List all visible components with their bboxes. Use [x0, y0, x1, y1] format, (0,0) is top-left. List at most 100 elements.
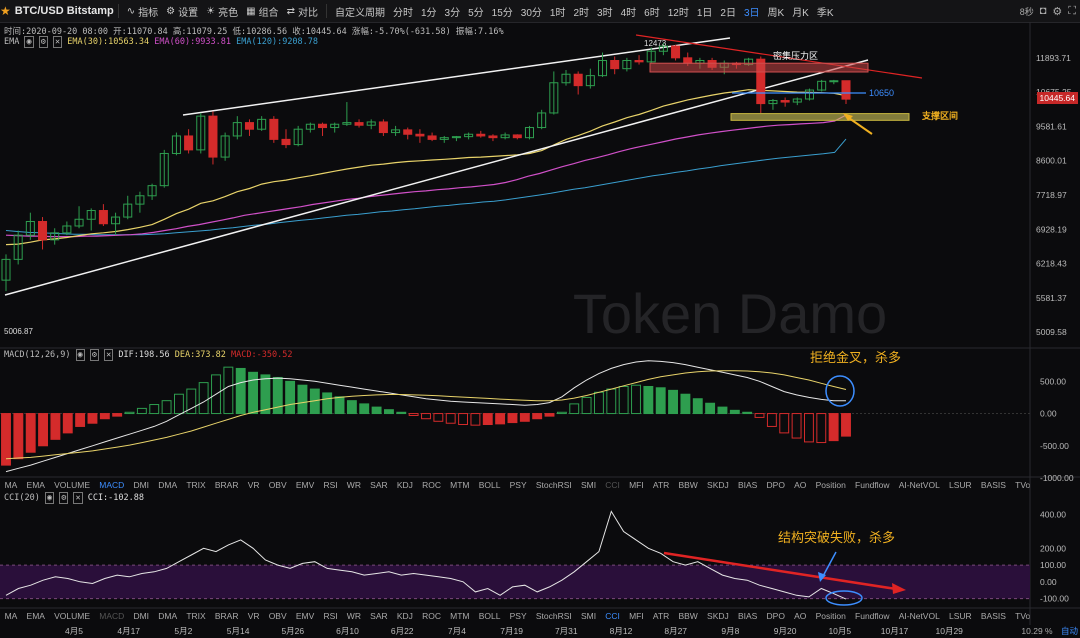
- indicator-tab-SKDJ[interactable]: SKDJ: [707, 480, 729, 490]
- fullscreen-icon[interactable]: ⛶: [1068, 4, 1076, 17]
- close-icon[interactable]: ✕: [73, 492, 83, 504]
- indicator-tab-MACD[interactable]: MACD: [99, 480, 125, 490]
- indicator-tab-MA[interactable]: MA: [4, 480, 18, 490]
- indicator-tab-StochRSI[interactable]: StochRSI: [535, 611, 572, 621]
- indicator-tab-MFI[interactable]: MFI: [629, 611, 644, 621]
- indicator-tab-BRAR[interactable]: BRAR: [214, 611, 239, 621]
- custom-period-button[interactable]: 自定义周期: [334, 7, 385, 19]
- indicator-tab-TVolume[interactable]: TVolume: [1015, 611, 1030, 621]
- indicator-tab-KDJ[interactable]: KDJ: [396, 480, 413, 490]
- indicator-tab-SMI[interactable]: SMI: [580, 611, 597, 621]
- indicator-tab-ROC[interactable]: ROC: [422, 480, 441, 490]
- tool-0[interactable]: ∿ 指标: [123, 4, 162, 19]
- period-5分[interactable]: 5分: [468, 7, 484, 19]
- indicator-tab-EMA[interactable]: EMA: [26, 611, 45, 621]
- indicator-tab-VR[interactable]: VR: [247, 480, 260, 490]
- period-3时[interactable]: 3时: [597, 7, 613, 19]
- period-1时[interactable]: 1时: [549, 7, 566, 19]
- indicator-tab-LSUR[interactable]: LSUR: [949, 480, 972, 490]
- period-4时[interactable]: 4时: [620, 7, 637, 19]
- period-分时[interactable]: 分时: [392, 7, 413, 19]
- indicator-tab-SMI[interactable]: SMI: [580, 480, 597, 490]
- indicator-tab-DPO[interactable]: DPO: [766, 480, 785, 490]
- indicator-tab-BASIS[interactable]: BASIS: [980, 480, 1006, 490]
- symbol-title[interactable]: BTC/USD Bitstamp: [14, 5, 114, 17]
- indicator-tab-WR[interactable]: WR: [346, 480, 361, 490]
- period-3分[interactable]: 3分: [444, 7, 461, 19]
- indicator-tab-Fundflow[interactable]: Fundflow: [855, 611, 890, 621]
- indicator-tab-AO[interactable]: AO: [794, 611, 807, 621]
- period-30分[interactable]: 30分: [520, 7, 542, 19]
- period-12时[interactable]: 12时: [667, 7, 689, 19]
- indicator-tab-DPO[interactable]: DPO: [766, 611, 785, 621]
- period-3日[interactable]: 3日: [743, 7, 760, 19]
- indicator-tab-MTM[interactable]: MTM: [450, 480, 470, 490]
- indicator-tab-StochRSI[interactable]: StochRSI: [535, 480, 572, 490]
- indicator-tab-DMI[interactable]: DMI: [133, 480, 150, 490]
- close-icon[interactable]: ✕: [104, 349, 114, 361]
- indicator-tab-RSI[interactable]: RSI: [323, 480, 338, 490]
- indicator-tab-MFI[interactable]: MFI: [629, 480, 644, 490]
- indicator-tab-Position[interactable]: Position: [815, 611, 846, 621]
- indicator-tab-EMV[interactable]: EMV: [295, 611, 315, 621]
- period-月K[interactable]: 月K: [792, 7, 809, 19]
- indicator-tab-ATR[interactable]: ATR: [652, 611, 670, 621]
- visibility-icon[interactable]: ◉: [24, 36, 34, 48]
- period-季K[interactable]: 季K: [816, 7, 834, 19]
- indicator-tab-Fundflow[interactable]: Fundflow: [855, 480, 890, 490]
- indicator-tab-VOLUME[interactable]: VOLUME: [54, 480, 91, 490]
- period-1分[interactable]: 1分: [420, 7, 437, 19]
- indicator-tab-BIAS[interactable]: BIAS: [737, 611, 758, 621]
- macd-name[interactable]: MACD(12,26,9): [4, 350, 71, 360]
- period-15分[interactable]: 15分: [491, 7, 513, 19]
- indicator-tab-PSY[interactable]: PSY: [509, 611, 527, 621]
- indicator-tab-CCI[interactable]: CCI: [605, 611, 620, 621]
- indicator-tab-VR[interactable]: VR: [247, 611, 260, 621]
- indicator-tab-BBW[interactable]: BBW: [678, 611, 698, 621]
- indicator-tab-EMA[interactable]: EMA: [26, 480, 45, 490]
- visibility-icon[interactable]: ◉: [75, 349, 85, 361]
- indicator-tab-AI-NetVOL[interactable]: AI-NetVOL: [898, 480, 940, 490]
- indicator-tab-OBV[interactable]: OBV: [268, 480, 287, 490]
- indicator-tab-BIAS[interactable]: BIAS: [737, 480, 758, 490]
- period-周K[interactable]: 周K: [767, 7, 785, 19]
- indicator-tab-VOLUME[interactable]: VOLUME: [54, 611, 91, 621]
- tool-4[interactable]: ⇄ 对比: [283, 4, 322, 19]
- indicator-tab-SAR[interactable]: SAR: [370, 611, 388, 621]
- indicator-tab-BOLL[interactable]: BOLL: [478, 611, 501, 621]
- indicator-tab-ROC[interactable]: ROC: [422, 611, 441, 621]
- indicator-tab-PSY[interactable]: PSY: [509, 480, 527, 490]
- indicator-tab-MA[interactable]: MA: [4, 611, 18, 621]
- period-1日[interactable]: 1日: [696, 7, 713, 19]
- indicator-tab-SKDJ[interactable]: SKDJ: [707, 611, 729, 621]
- indicator-tab-ATR[interactable]: ATR: [652, 480, 670, 490]
- close-icon[interactable]: ✕: [52, 36, 63, 48]
- period-2时[interactable]: 2时: [573, 7, 590, 19]
- indicator-tab-RSI[interactable]: RSI: [323, 611, 338, 621]
- ema-name[interactable]: EMA: [4, 37, 20, 47]
- period-6时[interactable]: 6时: [644, 7, 660, 19]
- indicator-tab-LSUR[interactable]: LSUR: [949, 611, 972, 621]
- indicator-tab-KDJ[interactable]: KDJ: [396, 611, 413, 621]
- settings-icon[interactable]: ⚙: [59, 492, 69, 504]
- camera-icon[interactable]: ◘: [1039, 5, 1047, 17]
- indicator-tab-CCI[interactable]: CCI: [605, 480, 620, 490]
- gear-icon[interactable]: ⚙: [1052, 5, 1063, 18]
- indicator-tab-DMA[interactable]: DMA: [158, 611, 178, 621]
- auto-button[interactable]: 自动: [1060, 626, 1078, 636]
- tool-2[interactable]: ☀ 亮色: [202, 4, 242, 19]
- indicator-tab-Position[interactable]: Position: [815, 480, 846, 490]
- visibility-icon[interactable]: ◉: [44, 492, 55, 504]
- tool-1[interactable]: ⚙ 设置: [162, 4, 202, 19]
- settings-icon[interactable]: ⚙: [38, 36, 48, 48]
- period-2日[interactable]: 2日: [720, 7, 736, 19]
- indicator-tab-TRIX[interactable]: TRIX: [186, 480, 206, 490]
- settings-icon[interactable]: ⚙: [89, 349, 100, 361]
- indicator-tab-BBW[interactable]: BBW: [678, 480, 698, 490]
- indicator-tab-SAR[interactable]: SAR: [370, 480, 388, 490]
- indicator-tab-MACD[interactable]: MACD: [99, 611, 125, 621]
- indicator-tab-BOLL[interactable]: BOLL: [478, 480, 501, 490]
- indicator-tab-TRIX[interactable]: TRIX: [186, 611, 206, 621]
- indicator-tab-OBV[interactable]: OBV: [268, 611, 287, 621]
- indicator-tab-AI-NetVOL[interactable]: AI-NetVOL: [898, 611, 940, 621]
